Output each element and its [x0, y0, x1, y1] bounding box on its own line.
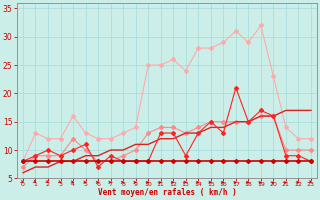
X-axis label: Vent moyen/en rafales ( km/h ): Vent moyen/en rafales ( km/h ) — [98, 188, 236, 197]
